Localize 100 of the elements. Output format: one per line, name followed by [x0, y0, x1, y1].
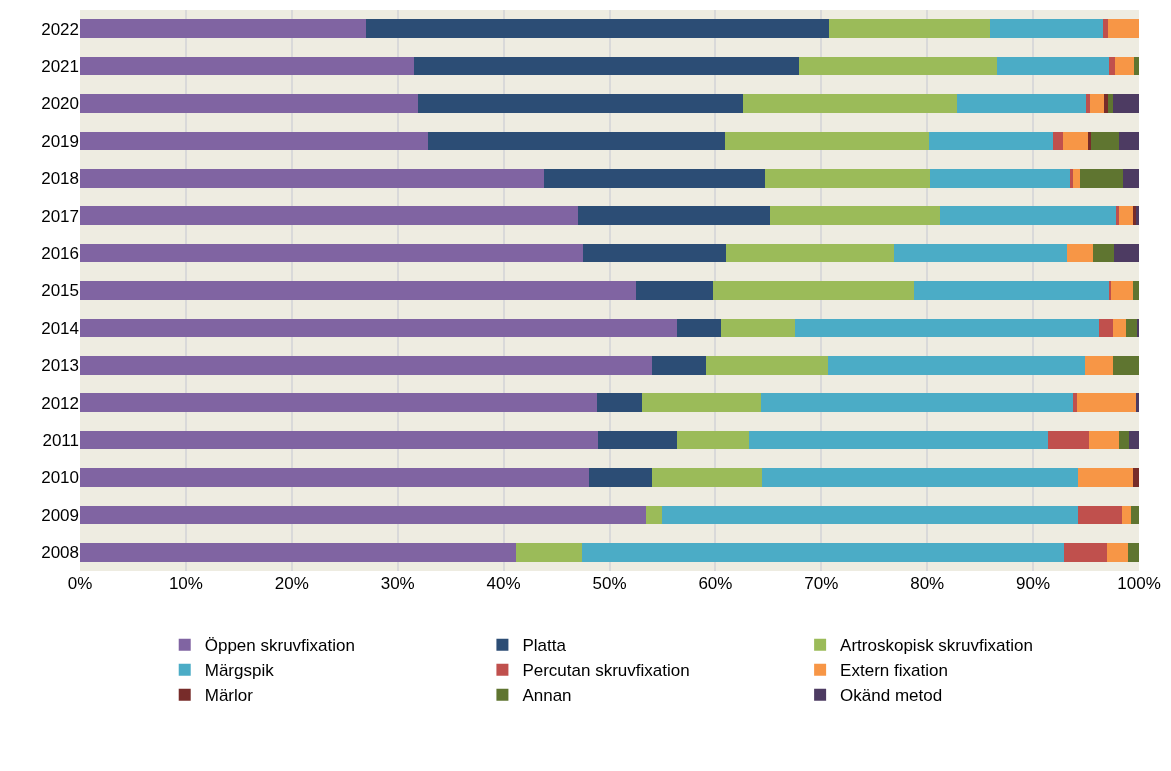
bar	[1084, 355, 1113, 375]
bar	[589, 468, 652, 487]
bar	[1073, 393, 1077, 413]
bar	[1070, 168, 1074, 188]
bar	[914, 281, 1110, 300]
bar	[1112, 355, 1139, 375]
legend-label: Märgspik	[204, 661, 275, 681]
bar	[677, 430, 750, 450]
bar	[651, 355, 706, 375]
bar	[1098, 318, 1113, 338]
legend-label: Artroskopisk skruvfixation	[840, 636, 1033, 656]
y-tick-label: 2013	[41, 356, 79, 376]
bar	[80, 430, 598, 450]
bar	[80, 243, 584, 263]
legend-label: Annan	[522, 686, 572, 706]
x-tick-label: 80%	[910, 574, 945, 593]
y-tick-label: 2008	[41, 543, 79, 563]
x-tick-label: 70%	[804, 574, 839, 593]
bar	[997, 56, 1110, 76]
bar	[705, 355, 828, 375]
x-tick-label: 100%	[1117, 574, 1161, 593]
x-tick-label: 60%	[698, 574, 733, 593]
bar	[1132, 281, 1139, 300]
bar	[770, 206, 940, 226]
bar	[1091, 131, 1119, 151]
legend-label: Öppen skruvfixation	[204, 636, 355, 656]
bar	[1109, 56, 1115, 76]
bar	[80, 318, 678, 338]
bar	[1062, 131, 1089, 151]
bar	[645, 505, 663, 525]
legend-label: Extern fixation	[840, 661, 948, 681]
bar	[1123, 168, 1139, 188]
bar	[742, 94, 957, 113]
bar	[725, 243, 895, 263]
bar	[80, 505, 646, 525]
bar	[80, 206, 578, 226]
y-tick-label: 2018	[41, 169, 79, 189]
x-tick-label: 20%	[274, 574, 309, 593]
bar	[642, 393, 761, 413]
legend-label: Platta	[522, 636, 567, 656]
bar	[80, 393, 597, 413]
bar	[1053, 131, 1063, 151]
bar	[713, 281, 915, 300]
bar	[929, 131, 1054, 151]
legend-label: Okänd metod	[840, 686, 943, 706]
y-tick-label: 2016	[41, 244, 79, 264]
bar	[1126, 318, 1137, 338]
bar	[1136, 318, 1139, 338]
y-tick-label: 2021	[41, 57, 79, 77]
bar	[80, 94, 418, 113]
bar	[1077, 505, 1123, 525]
bar	[662, 505, 1078, 525]
bar	[1107, 542, 1129, 562]
bar	[1102, 19, 1109, 39]
bar	[989, 19, 1103, 39]
legend-label: Märlor	[204, 686, 254, 706]
bar	[1122, 505, 1131, 525]
bar	[80, 281, 636, 300]
bar	[1113, 243, 1139, 263]
bar	[1047, 430, 1090, 450]
bar	[413, 56, 800, 76]
bar	[1066, 243, 1094, 263]
bar	[365, 19, 829, 39]
y-tick-label: 2015	[41, 281, 79, 301]
bar	[1133, 56, 1139, 76]
bar	[417, 94, 743, 113]
bar	[1079, 168, 1124, 188]
y-tick-label: 2020	[41, 94, 79, 114]
bar	[1108, 94, 1113, 113]
bar	[827, 355, 1085, 375]
x-tick-label: 50%	[592, 574, 627, 593]
bar	[1089, 430, 1119, 450]
bar	[828, 19, 990, 39]
legend-label: Percutan skruvfixation	[522, 661, 690, 681]
bar	[930, 168, 1071, 188]
bar	[80, 131, 429, 151]
bar	[1128, 542, 1139, 562]
y-tick-label: 2014	[41, 318, 79, 338]
bar	[1076, 393, 1136, 413]
x-tick-label: 0%	[67, 574, 93, 593]
bar	[1132, 468, 1139, 487]
bar	[794, 318, 1099, 338]
x-tick-label: 40%	[486, 574, 521, 593]
bar	[428, 131, 725, 151]
bar	[1109, 281, 1112, 300]
bar	[939, 206, 1116, 226]
bar	[1111, 281, 1133, 300]
bar	[1112, 318, 1127, 338]
bar	[516, 542, 582, 562]
bar	[1104, 94, 1109, 113]
x-tick-label: 30%	[380, 574, 415, 593]
bar	[765, 168, 931, 188]
bar	[1077, 468, 1133, 487]
bar	[583, 243, 726, 263]
bar	[543, 168, 766, 188]
bar	[651, 468, 762, 487]
bar	[724, 131, 930, 151]
bar	[1118, 206, 1133, 226]
bar	[1114, 56, 1134, 76]
bar	[1135, 393, 1139, 413]
